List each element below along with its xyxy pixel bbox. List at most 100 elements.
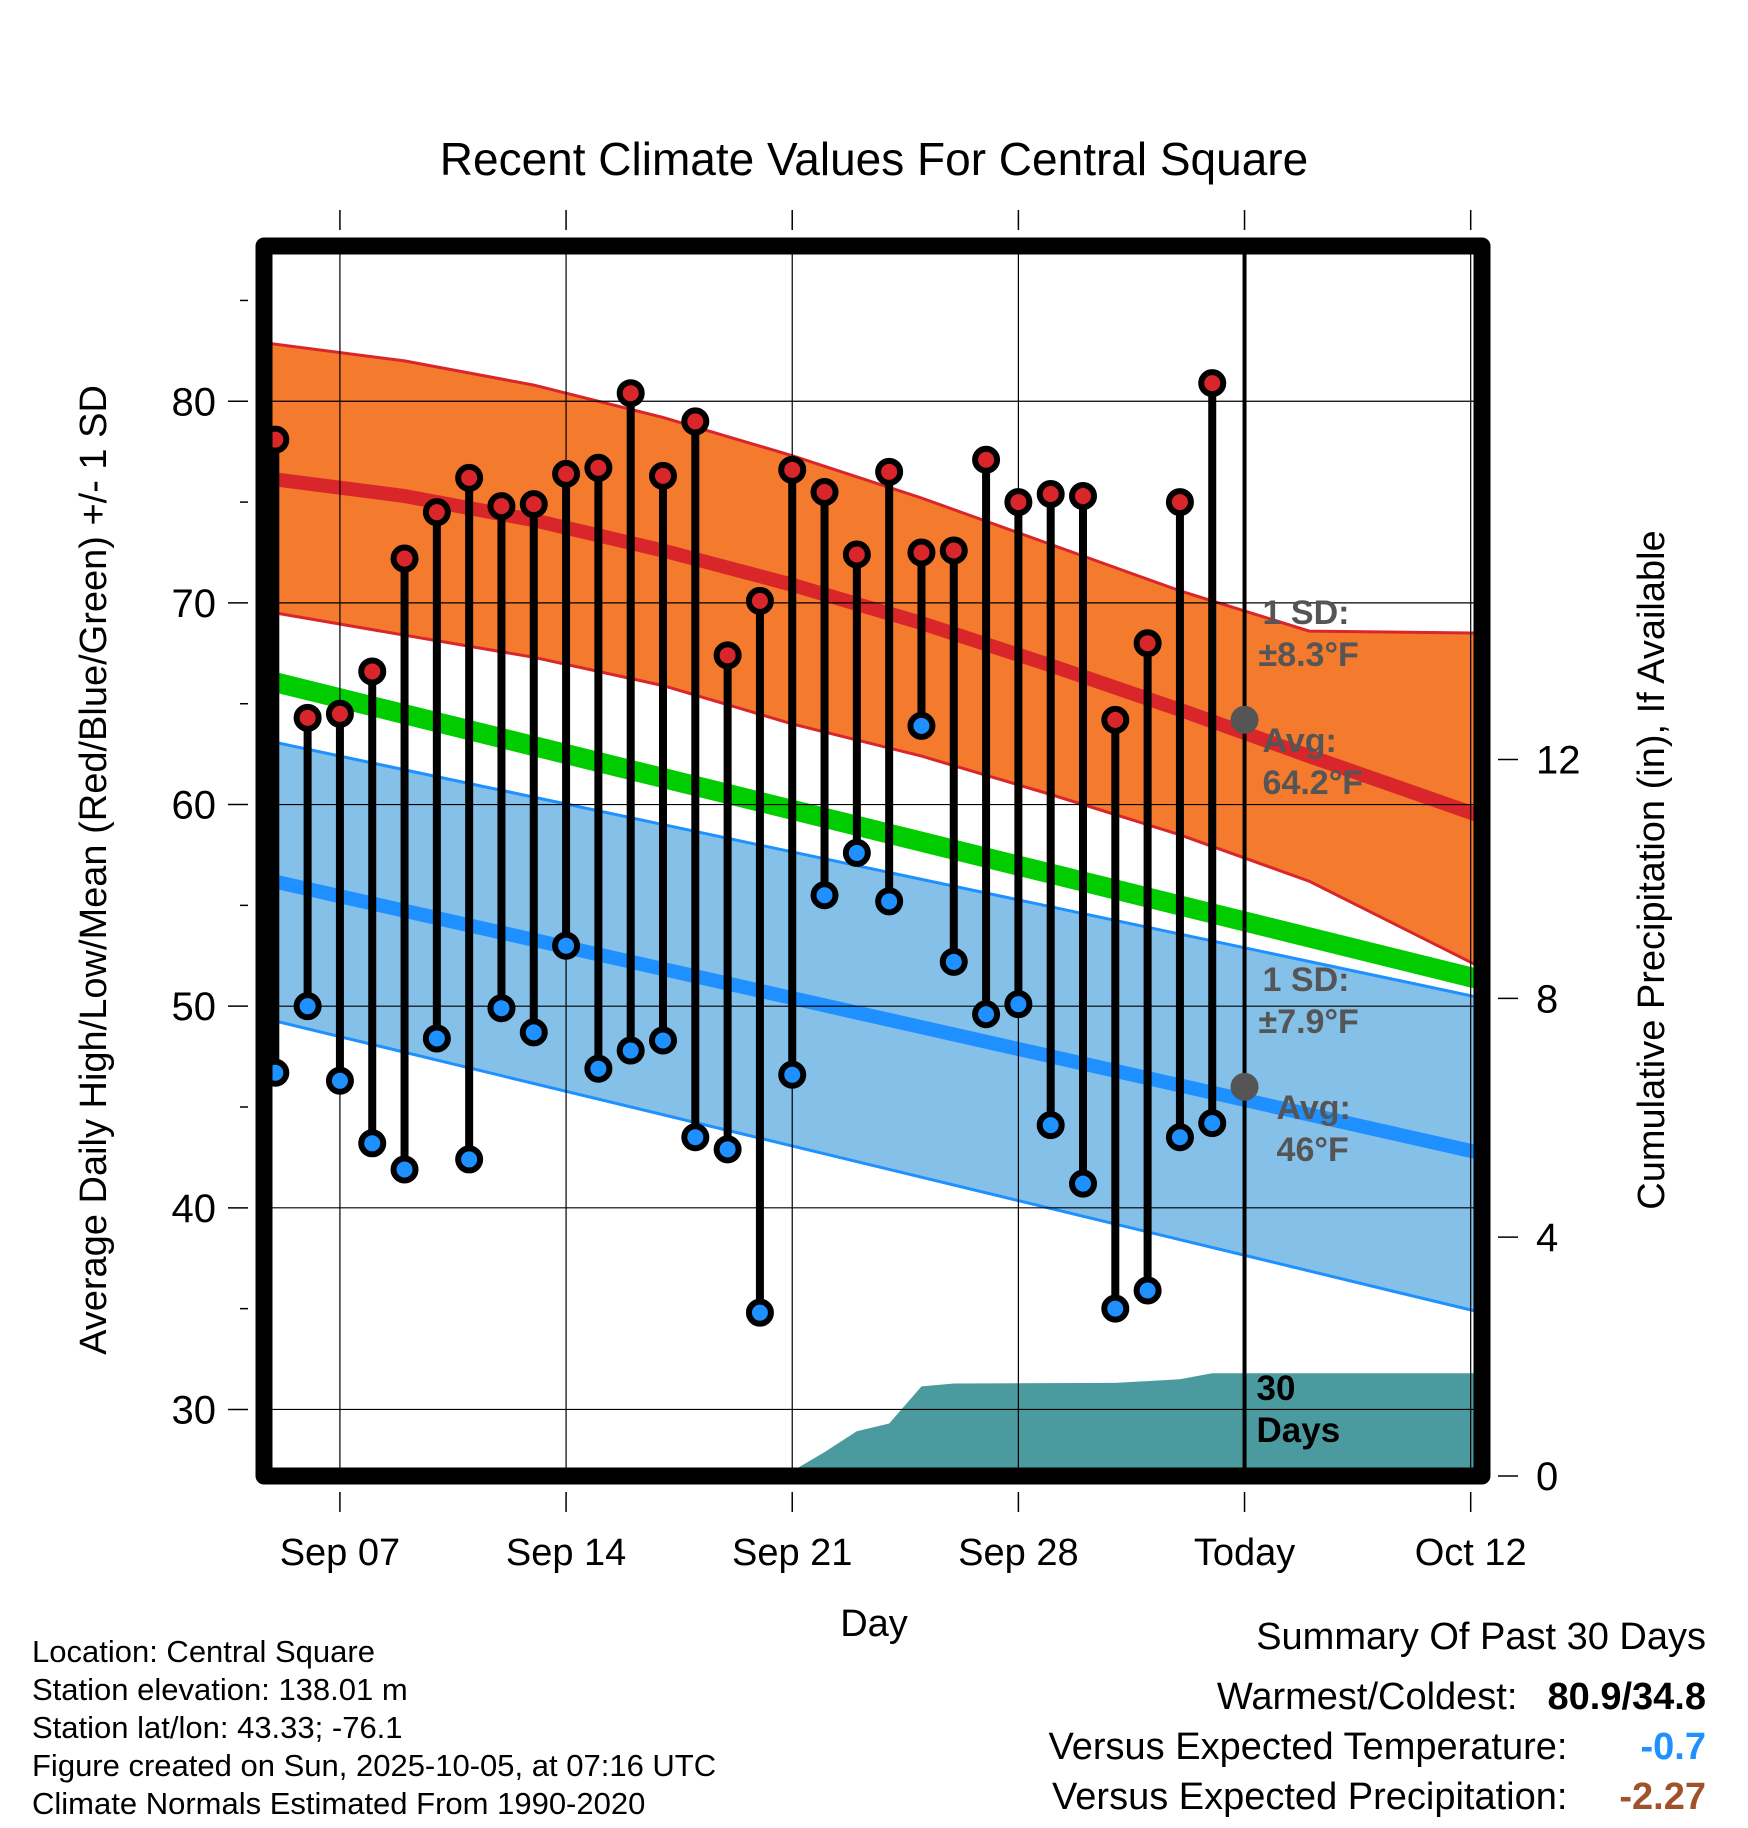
daily-low-point — [519, 1018, 548, 1047]
daily-high-point — [358, 657, 387, 686]
daily-low-point — [778, 1060, 807, 1089]
daily-low-point — [842, 838, 871, 867]
daily-high-point — [1165, 488, 1194, 517]
x-axis-label: Day — [840, 1603, 908, 1645]
x-tick-label: Sep 21 — [732, 1532, 852, 1574]
daily-low-point — [972, 1000, 1001, 1029]
daily-high-point — [1101, 705, 1130, 734]
daily-high-point — [1198, 369, 1227, 398]
daily-low-point — [810, 881, 839, 910]
daily-high-point — [584, 453, 613, 482]
daily-low-point — [649, 1026, 677, 1055]
daily-high-point — [713, 641, 742, 670]
x-tick-label: Today — [1194, 1532, 1295, 1574]
high-sd-label: 1 SD: — [1263, 594, 1350, 632]
plot-frame — [255, 237, 1491, 1485]
y-tick-label: 50 — [172, 985, 217, 1029]
y-tick-label: 40 — [172, 1187, 217, 1231]
daily-high-point — [1069, 482, 1097, 511]
daily-high-point — [649, 461, 677, 490]
daily-low-point — [1036, 1111, 1065, 1140]
daily-high-point — [842, 540, 871, 569]
daily-low-point — [1101, 1294, 1130, 1323]
station-location: Location: Central Square — [32, 1634, 375, 1669]
high-sd-value: ±8.3°F — [1259, 636, 1359, 674]
today-low-avg-marker — [1230, 1072, 1259, 1101]
climate-normals: Climate Normals Estimated From 1990-2020 — [32, 1786, 646, 1821]
daily-high-point — [390, 544, 419, 573]
y2-tick-label: 4 — [1536, 1216, 1558, 1260]
y2-tick-label: 12 — [1536, 738, 1581, 782]
station-latlon: Station lat/lon: 43.33; -76.1 — [32, 1710, 403, 1745]
plot-inner: 1 SD: ±8.3°F Avg: 64.2°F 1 SD: ±7.9°F Avg: 46°F… — [264, 246, 1482, 1476]
y-tick-label: 30 — [172, 1388, 217, 1432]
daily-high-point — [745, 586, 774, 615]
daily-high-point — [907, 538, 936, 567]
high-avg-value: 64.2°F — [1263, 764, 1364, 802]
daily-high-point — [875, 457, 904, 486]
daily-low-point — [745, 1298, 774, 1327]
daily-high-point — [1036, 480, 1065, 509]
versus-precip-value: -2.27 — [1619, 1776, 1706, 1818]
daily-high-point — [519, 490, 548, 519]
x-tick-label: Sep 07 — [280, 1532, 400, 1574]
daily-low-point — [422, 1024, 451, 1053]
y2-axis-label: Cumulative Precipitation (in), If Availa… — [1631, 530, 1673, 1209]
low-sd-label: 1 SD: — [1263, 961, 1350, 999]
x-tick-label: Oct 12 — [1415, 1532, 1527, 1574]
daily-high-point — [616, 379, 645, 408]
low-avg-value: 46°F — [1277, 1131, 1349, 1169]
daily-high-point — [939, 536, 968, 565]
daily-high-point — [1004, 488, 1033, 517]
y2-tick-label: 0 — [1536, 1455, 1558, 1499]
daily-high-point — [293, 703, 322, 732]
versus-temp-value: -0.7 — [1640, 1726, 1706, 1768]
daily-low-point — [1165, 1123, 1194, 1152]
y-axis-label: Average Daily High/Low/Mean (Red/Blue/Gr… — [73, 385, 115, 1355]
daily-high-point — [778, 455, 807, 484]
daily-low-point — [1069, 1169, 1097, 1198]
today-high-avg-marker — [1230, 705, 1259, 734]
warmest-coldest-label: Warmest/Coldest: — [1216, 1676, 1518, 1718]
daily-low-point — [681, 1123, 710, 1152]
low-avg-label: Avg: — [1277, 1089, 1351, 1127]
daily-low-point — [487, 994, 516, 1023]
window-count: 30 — [1257, 1369, 1296, 1408]
daily-high-point — [422, 498, 451, 527]
low-sd-value: ±7.9°F — [1259, 1003, 1359, 1041]
daily-high-point — [455, 463, 484, 492]
daily-high-point — [810, 478, 839, 506]
y-tick-label: 60 — [172, 784, 217, 828]
versus-precip-label: Versus Expected Precipitation: — [1052, 1776, 1568, 1818]
x-tick-label: Sep 28 — [958, 1532, 1078, 1574]
daily-low-point — [390, 1155, 419, 1184]
daily-high-point — [552, 459, 581, 488]
y2-tick-label: 8 — [1536, 977, 1558, 1021]
daily-low-point — [616, 1036, 645, 1065]
daily-low-point — [1133, 1276, 1162, 1305]
versus-temp-label: Versus Expected Temperature: — [1048, 1726, 1568, 1768]
daily-low-point — [358, 1129, 387, 1158]
daily-high-point — [325, 699, 354, 728]
summary-versus-precipitation: Versus Expected Precipitation: -2.27 — [1052, 1776, 1706, 1819]
window-unit: Days — [1257, 1411, 1341, 1450]
daily-low-point — [293, 992, 322, 1021]
daily-low-point — [713, 1135, 742, 1164]
daily-low-point — [875, 887, 904, 916]
daily-low-point — [552, 931, 581, 960]
daily-high-point — [1133, 629, 1162, 658]
daily-high-point — [972, 445, 1001, 474]
daily-low-point — [584, 1054, 613, 1083]
station-elevation: Station elevation: 138.01 m — [32, 1672, 408, 1707]
high-avg-label: Avg: — [1263, 722, 1337, 760]
daily-high-point — [681, 407, 710, 436]
y-tick-label: 70 — [172, 582, 217, 626]
x-tick-label: Sep 14 — [506, 1532, 626, 1574]
daily-low-point — [1198, 1109, 1227, 1138]
y-tick-label: 80 — [172, 380, 217, 424]
warmest-coldest-value: 80.9/34.8 — [1547, 1676, 1706, 1718]
daily-high-point — [487, 492, 516, 521]
chart-title: Recent Climate Values For Central Square — [440, 133, 1308, 185]
daily-low-point — [325, 1066, 354, 1095]
